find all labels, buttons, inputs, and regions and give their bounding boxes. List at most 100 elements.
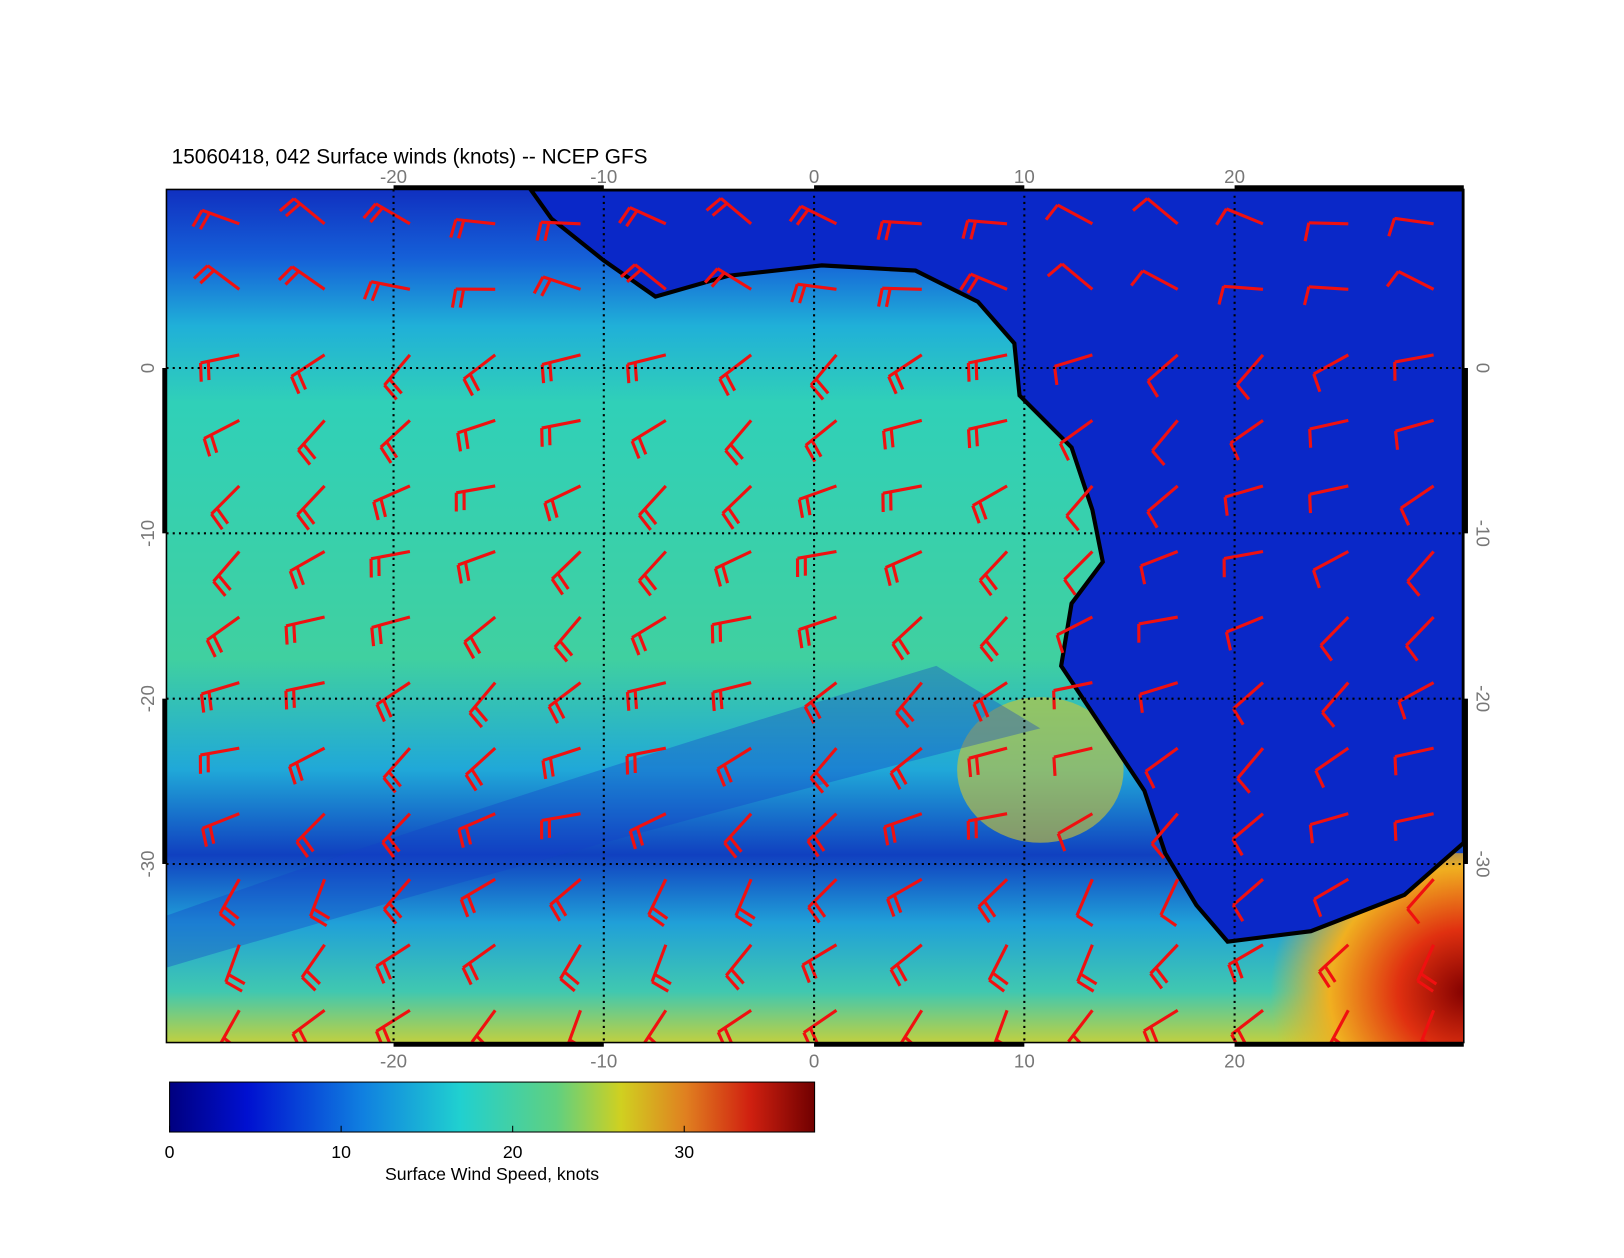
wind-barb (797, 499, 805, 519)
wind-barb (728, 836, 743, 853)
wind-barb (199, 362, 203, 382)
wind-barb (804, 626, 811, 646)
wind-barb (711, 202, 728, 217)
wind-barb (991, 971, 1009, 986)
wind-barb (1146, 484, 1179, 513)
wind-barb (809, 777, 825, 794)
border-bar (393, 1042, 604, 1047)
wind-barb (802, 1031, 811, 1043)
y-tick-label: 0 (1472, 363, 1493, 373)
wind-barb (1063, 550, 1094, 581)
wind-barb (288, 570, 299, 590)
wind-barb (292, 624, 297, 643)
wind-barb (814, 771, 830, 788)
wind-barb (464, 825, 473, 845)
wind-barb (374, 1030, 383, 1043)
wind-barb (882, 430, 887, 450)
wind-barb (1053, 746, 1093, 759)
wind-barb (735, 914, 753, 928)
wind-barb (1314, 746, 1350, 772)
wind-barb (810, 439, 823, 458)
wind-barb (210, 513, 224, 531)
wind-barb (1225, 207, 1264, 226)
wind-barb (300, 976, 317, 992)
wind-barb (381, 961, 393, 980)
wind-barb (1065, 514, 1080, 532)
wind-barb (1309, 812, 1349, 827)
wind-barb (1235, 383, 1251, 401)
wind-barb (543, 502, 552, 522)
wind-barb (1142, 269, 1179, 291)
wind-barb (215, 507, 230, 525)
wind-barb (1230, 1033, 1238, 1043)
wind-barb (995, 1038, 1004, 1043)
wind-barb (473, 705, 489, 723)
wind-barb (1229, 419, 1264, 445)
wind-barb (1139, 565, 1147, 585)
wind-barb (1236, 747, 1265, 780)
x-tick-label: 10 (1014, 166, 1035, 187)
wind-barb (889, 968, 902, 987)
wind-barb (540, 220, 581, 226)
wind-barb (966, 276, 980, 294)
wind-barb (553, 700, 566, 720)
wind-barb (1055, 634, 1065, 654)
wind-barb (895, 711, 910, 729)
wind-barb (1130, 269, 1144, 287)
wind-barb (730, 968, 745, 985)
x-tick-label: -20 (380, 1051, 407, 1072)
wind-barb (711, 692, 716, 712)
wind-barb (1321, 681, 1350, 714)
wind-barb (895, 963, 908, 982)
wind-barb (548, 362, 553, 382)
wind-barb (386, 835, 401, 853)
wind-barb (475, 1034, 486, 1043)
y-tick-label: 0 (137, 363, 158, 373)
wind-barb (1076, 914, 1094, 928)
wind-barb (884, 288, 892, 308)
wind-barb (202, 437, 212, 457)
wind-barb (1044, 203, 1059, 221)
wind-barb (630, 637, 641, 656)
wind-barb (897, 637, 911, 656)
colorbar (169, 1081, 816, 1133)
wind-barb (563, 970, 580, 986)
wind-barb (626, 268, 643, 284)
wind-barb (450, 288, 458, 308)
wind-barb (738, 907, 756, 920)
wind-barb (567, 1047, 583, 1056)
wind-barb (1419, 972, 1438, 986)
wind-barb (463, 562, 471, 581)
wind-barb (469, 636, 482, 655)
wind-barb (643, 573, 658, 591)
wind-barb (1236, 777, 1251, 794)
wind-barb (810, 701, 822, 720)
wind-barb (1076, 980, 1095, 993)
wind-barb (972, 703, 983, 722)
colorbar-label: Surface Wind Speed, knots (385, 1164, 599, 1184)
wind-barb (891, 563, 899, 583)
wind-barb (295, 840, 310, 858)
wind-barb (988, 978, 1006, 993)
wind-barb (1142, 1030, 1151, 1043)
wind-barb (388, 902, 403, 919)
wind-barb (643, 508, 658, 526)
wind-barb (382, 699, 393, 718)
wind-barb (654, 973, 672, 986)
wind-barb (1061, 262, 1094, 291)
wind-barb (461, 967, 473, 986)
wind-barb (806, 840, 820, 858)
wind-barb (541, 760, 548, 780)
wind-barb (1215, 208, 1228, 226)
wind-barb (814, 378, 830, 395)
wind-barb (470, 768, 484, 787)
y-tick-label: -30 (137, 850, 158, 877)
wind-barb (718, 690, 724, 710)
wind-barb (1405, 615, 1435, 647)
wind-barb (212, 580, 227, 597)
wind-barb (790, 283, 799, 303)
wind-barb (716, 1031, 725, 1043)
wind-barb (369, 206, 384, 224)
wind-barb (884, 221, 892, 241)
